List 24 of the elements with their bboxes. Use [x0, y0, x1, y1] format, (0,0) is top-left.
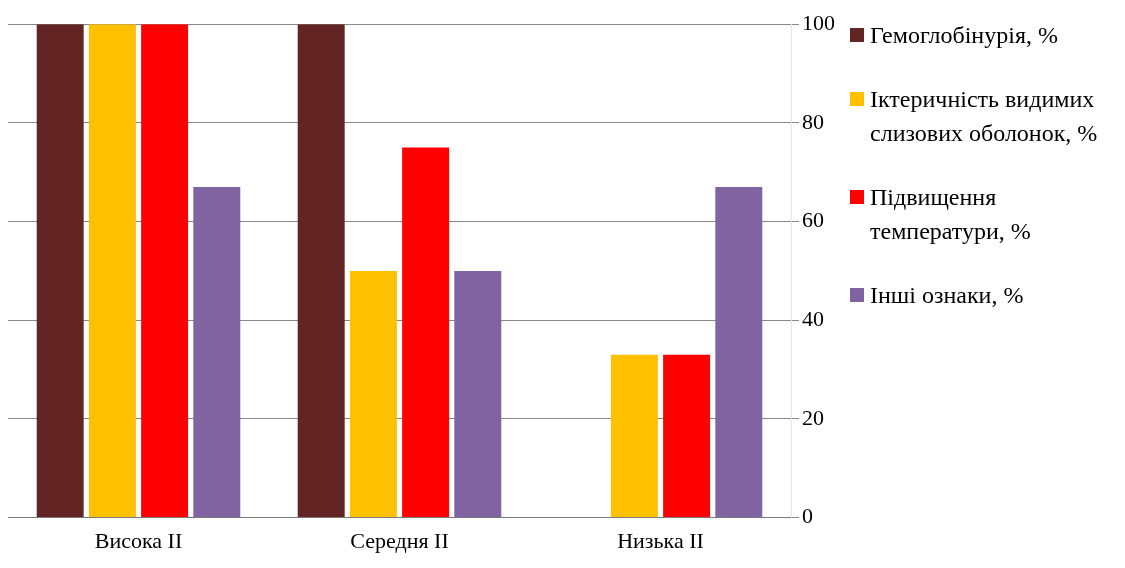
bar — [141, 24, 189, 518]
bar — [610, 354, 658, 518]
bar — [88, 24, 136, 518]
bar — [297, 24, 345, 518]
legend-label: Іктеричність видимих слизових оболонок, % — [870, 85, 1099, 148]
bar — [349, 270, 397, 518]
y-tick-label: 80 — [802, 108, 824, 134]
x-tick-label: Середня II — [350, 527, 449, 553]
y-tick-label: 0 — [802, 503, 813, 529]
y-tick-label: 60 — [802, 207, 824, 233]
y-tick-label: 20 — [802, 404, 824, 430]
bar — [454, 270, 502, 518]
y-tick-label: 40 — [802, 306, 824, 332]
bar — [193, 187, 241, 518]
y-tick-label: 100 — [802, 9, 835, 35]
x-tick-label: Низька II — [617, 527, 704, 553]
bar — [663, 354, 711, 518]
legend-label: Інші ознаки, % — [870, 281, 1024, 310]
bar — [402, 147, 450, 518]
legend-label: Гемоглобінурія, % — [870, 21, 1058, 50]
bar — [715, 187, 763, 518]
legend-label: Підвищення температури, % — [870, 183, 1032, 246]
x-tick-label: Висока II — [94, 527, 183, 553]
bar — [36, 24, 84, 518]
